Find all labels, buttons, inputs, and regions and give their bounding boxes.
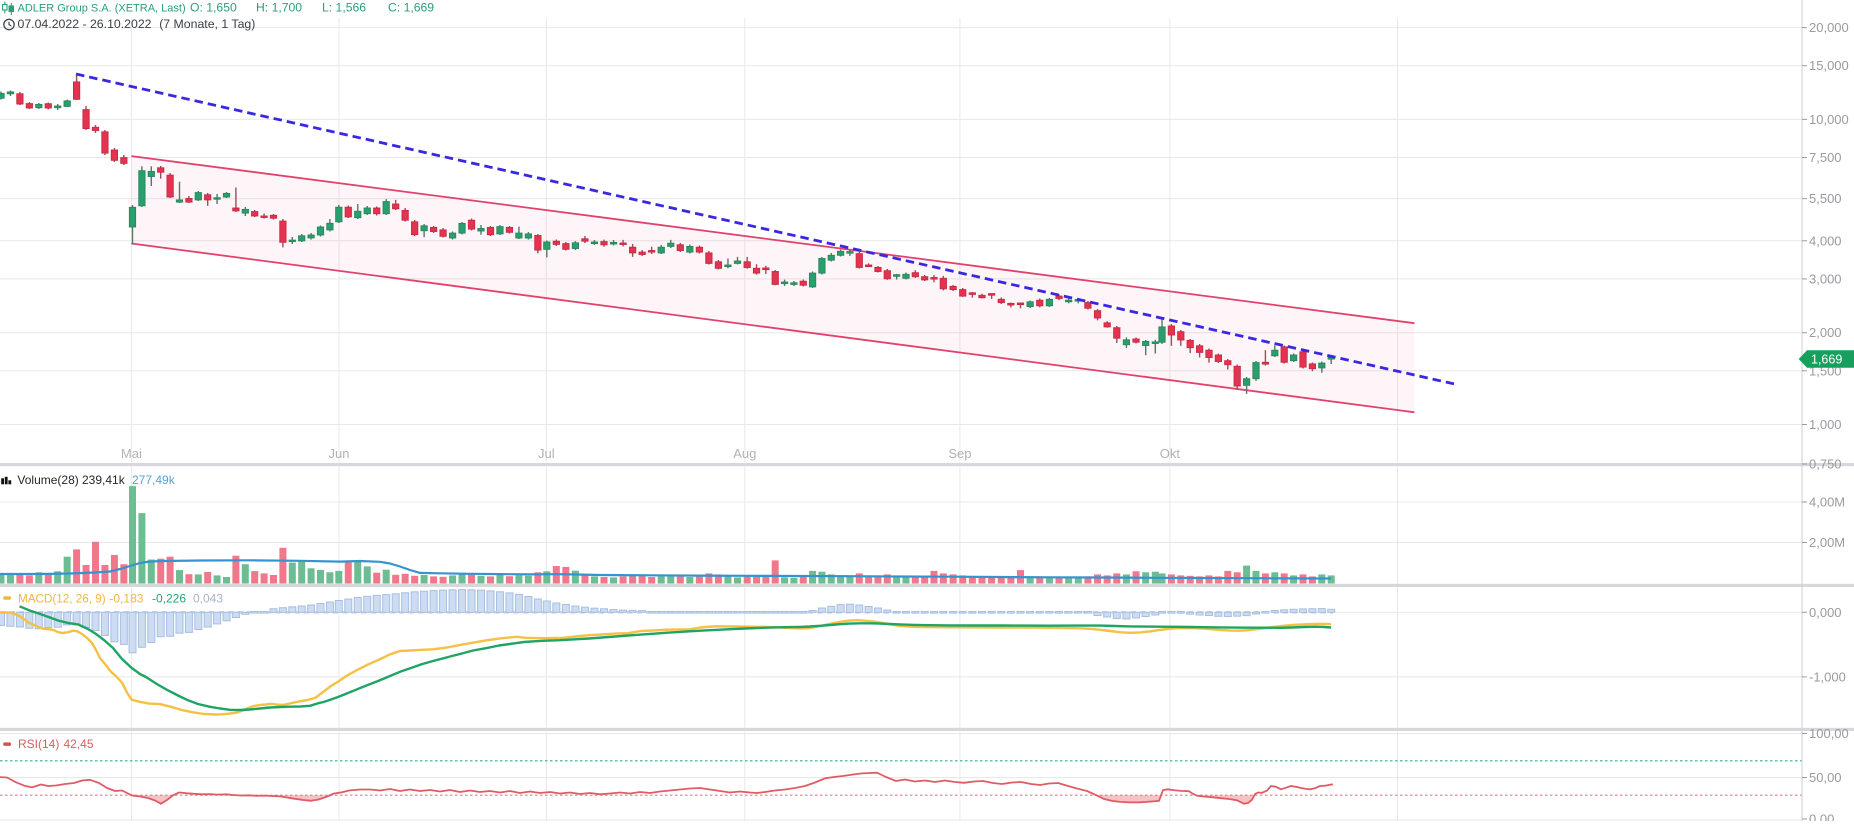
- svg-text:ADLER Group S.A. (XETRA, Last): ADLER Group S.A. (XETRA, Last): [18, 3, 186, 15]
- svg-text:20,000: 20,000: [1809, 20, 1849, 35]
- svg-text:0,043: 0,043: [193, 591, 223, 605]
- svg-text:1,669: 1,669: [1811, 353, 1842, 367]
- svg-text:0,000: 0,000: [1809, 605, 1842, 620]
- svg-text:50,00: 50,00: [1809, 770, 1842, 785]
- svg-text:Mai: Mai: [121, 446, 142, 461]
- svg-text:0,00: 0,00: [1809, 812, 1834, 822]
- svg-text:-1,000: -1,000: [1809, 669, 1846, 684]
- svg-text:MACD(12, 26, 9): MACD(12, 26, 9): [18, 592, 106, 605]
- svg-text:4,000: 4,000: [1809, 233, 1842, 248]
- svg-text:10,000: 10,000: [1809, 112, 1849, 127]
- svg-text:H: 1,700: H: 1,700: [256, 1, 302, 15]
- svg-text:Sep: Sep: [948, 446, 971, 461]
- svg-text:Jun: Jun: [329, 446, 350, 461]
- svg-text:Jul: Jul: [538, 446, 555, 461]
- svg-text:1,000: 1,000: [1809, 417, 1842, 432]
- svg-text:-0,226: -0,226: [152, 591, 186, 605]
- svg-text:RSI(14): RSI(14): [18, 737, 59, 751]
- svg-text:4,00M: 4,00M: [1809, 495, 1845, 510]
- svg-text:Aug: Aug: [733, 446, 756, 461]
- svg-text:O: 1,650: O: 1,650: [190, 1, 237, 15]
- svg-text:2,00M: 2,00M: [1809, 535, 1845, 550]
- svg-text:277,49k: 277,49k: [132, 473, 176, 487]
- svg-text:0,750: 0,750: [1809, 457, 1842, 472]
- svg-text:2,000: 2,000: [1809, 325, 1842, 340]
- svg-text:5,500: 5,500: [1809, 191, 1842, 206]
- svg-text:3,000: 3,000: [1809, 271, 1842, 286]
- svg-text:7,500: 7,500: [1809, 150, 1842, 165]
- svg-text:15,000: 15,000: [1809, 58, 1849, 73]
- svg-text:239,41k: 239,41k: [82, 473, 126, 487]
- svg-text:100,00: 100,00: [1809, 726, 1849, 741]
- svg-text:(7 Monate, 1 Tag): (7 Monate, 1 Tag): [159, 17, 255, 31]
- svg-text:C: 1,669: C: 1,669: [388, 1, 434, 15]
- svg-text:Volume(28): Volume(28): [17, 473, 78, 487]
- svg-text:07.04.2022 - 26.10.2022: 07.04.2022 - 26.10.2022: [18, 17, 152, 31]
- svg-text:-0,183: -0,183: [109, 591, 143, 605]
- svg-text:Okt: Okt: [1160, 446, 1181, 461]
- svg-text:L: 1,566: L: 1,566: [322, 1, 366, 15]
- svg-text:42,45: 42,45: [64, 737, 94, 751]
